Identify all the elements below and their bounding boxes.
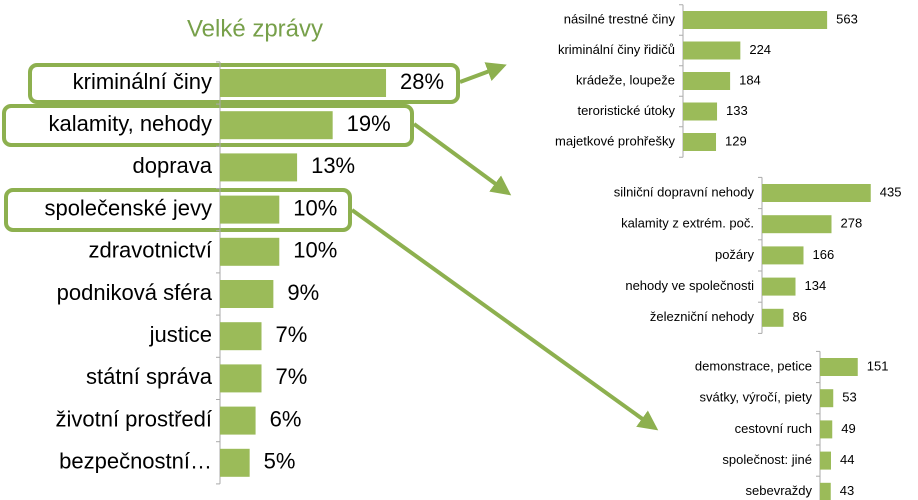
bar [820, 451, 831, 470]
value-label: 7% [276, 322, 308, 347]
category-label: nehody ve společnosti [625, 278, 754, 293]
value-label: 7% [276, 364, 308, 389]
category-label: sebevraždy [746, 483, 813, 498]
value-label: 184 [739, 72, 761, 87]
bar [220, 195, 280, 224]
bar [220, 111, 333, 140]
value-label: 151 [867, 358, 889, 373]
bar [220, 237, 280, 266]
bar [762, 215, 832, 234]
category-label: zdravotnictví [89, 238, 213, 263]
bar [762, 308, 784, 327]
chart-title: Velké zprávy [187, 15, 323, 42]
value-label: 224 [749, 42, 771, 57]
value-label: 43 [840, 483, 854, 498]
arrow [459, 62, 507, 84]
value-label: 166 [813, 247, 835, 262]
arrow [412, 122, 512, 196]
value-label: 563 [836, 11, 858, 26]
bar [220, 69, 387, 97]
category-label: teroristické útoky [577, 103, 675, 118]
bar [683, 11, 828, 29]
arrow [350, 208, 659, 431]
bar [683, 41, 741, 60]
category-label: kalamity z extrém. poč. [621, 216, 754, 231]
bar [820, 482, 831, 500]
category-label: silniční dopravní nehody [614, 184, 755, 199]
value-label: 49 [841, 421, 855, 436]
category-label: kriminální činy řidičů [558, 42, 675, 57]
category-label: životní prostředí [55, 406, 212, 431]
bar [220, 153, 298, 182]
category-label: násilné trestné činy [564, 11, 676, 26]
value-label: 134 [805, 278, 827, 293]
category-label: demonstrace, petice [695, 358, 812, 373]
value-label: 53 [842, 390, 856, 405]
category-label: kalamity, nehody [49, 111, 212, 136]
value-label: 6% [270, 406, 302, 431]
bar [762, 184, 871, 202]
category-label: bezpečnostní… [59, 449, 212, 474]
category-label: společenské jevy [44, 195, 212, 220]
bar [820, 358, 858, 376]
category-label: doprava [132, 153, 212, 178]
category-label: cestovní ruch [735, 421, 812, 436]
bar [820, 420, 833, 439]
category-label: požáry [715, 247, 755, 262]
value-label: 10% [293, 195, 337, 220]
highlight-box [4, 188, 352, 232]
category-label: majetkové prohřešky [555, 133, 675, 148]
value-label: 28% [400, 69, 444, 94]
category-label: železniční nehody [650, 309, 755, 324]
value-label: 10% [293, 238, 337, 263]
bar [683, 102, 718, 121]
value-label: 129 [725, 133, 747, 148]
category-label: justice [149, 322, 212, 347]
bar [220, 448, 250, 477]
category-label: krádeže, loupeže [576, 72, 675, 87]
highlight-box [2, 104, 414, 147]
value-label: 44 [840, 452, 854, 467]
bar [683, 72, 731, 90]
bar [220, 364, 262, 393]
value-label: 9% [287, 280, 319, 305]
bar [683, 133, 717, 151]
bar [220, 322, 262, 351]
category-label: státní správa [86, 364, 213, 389]
bar [762, 277, 796, 296]
category-label: kriminální činy [73, 69, 212, 94]
highlights [2, 62, 659, 431]
highlight-box [28, 63, 460, 104]
value-label: 86 [793, 309, 807, 324]
bar [220, 280, 274, 308]
value-label: 278 [841, 216, 863, 231]
value-label: 5% [264, 449, 296, 474]
category-label: podniková sféra [57, 280, 213, 305]
value-label: 19% [347, 111, 391, 136]
value-label: 435 [880, 184, 902, 199]
category-label: společnost: jiné [722, 452, 812, 467]
category-label: svátky, výročí, piety [700, 390, 813, 405]
bar [762, 246, 804, 265]
value-label: 133 [726, 103, 748, 118]
value-label: 13% [311, 153, 355, 178]
bar [220, 406, 256, 435]
bar [820, 389, 834, 408]
